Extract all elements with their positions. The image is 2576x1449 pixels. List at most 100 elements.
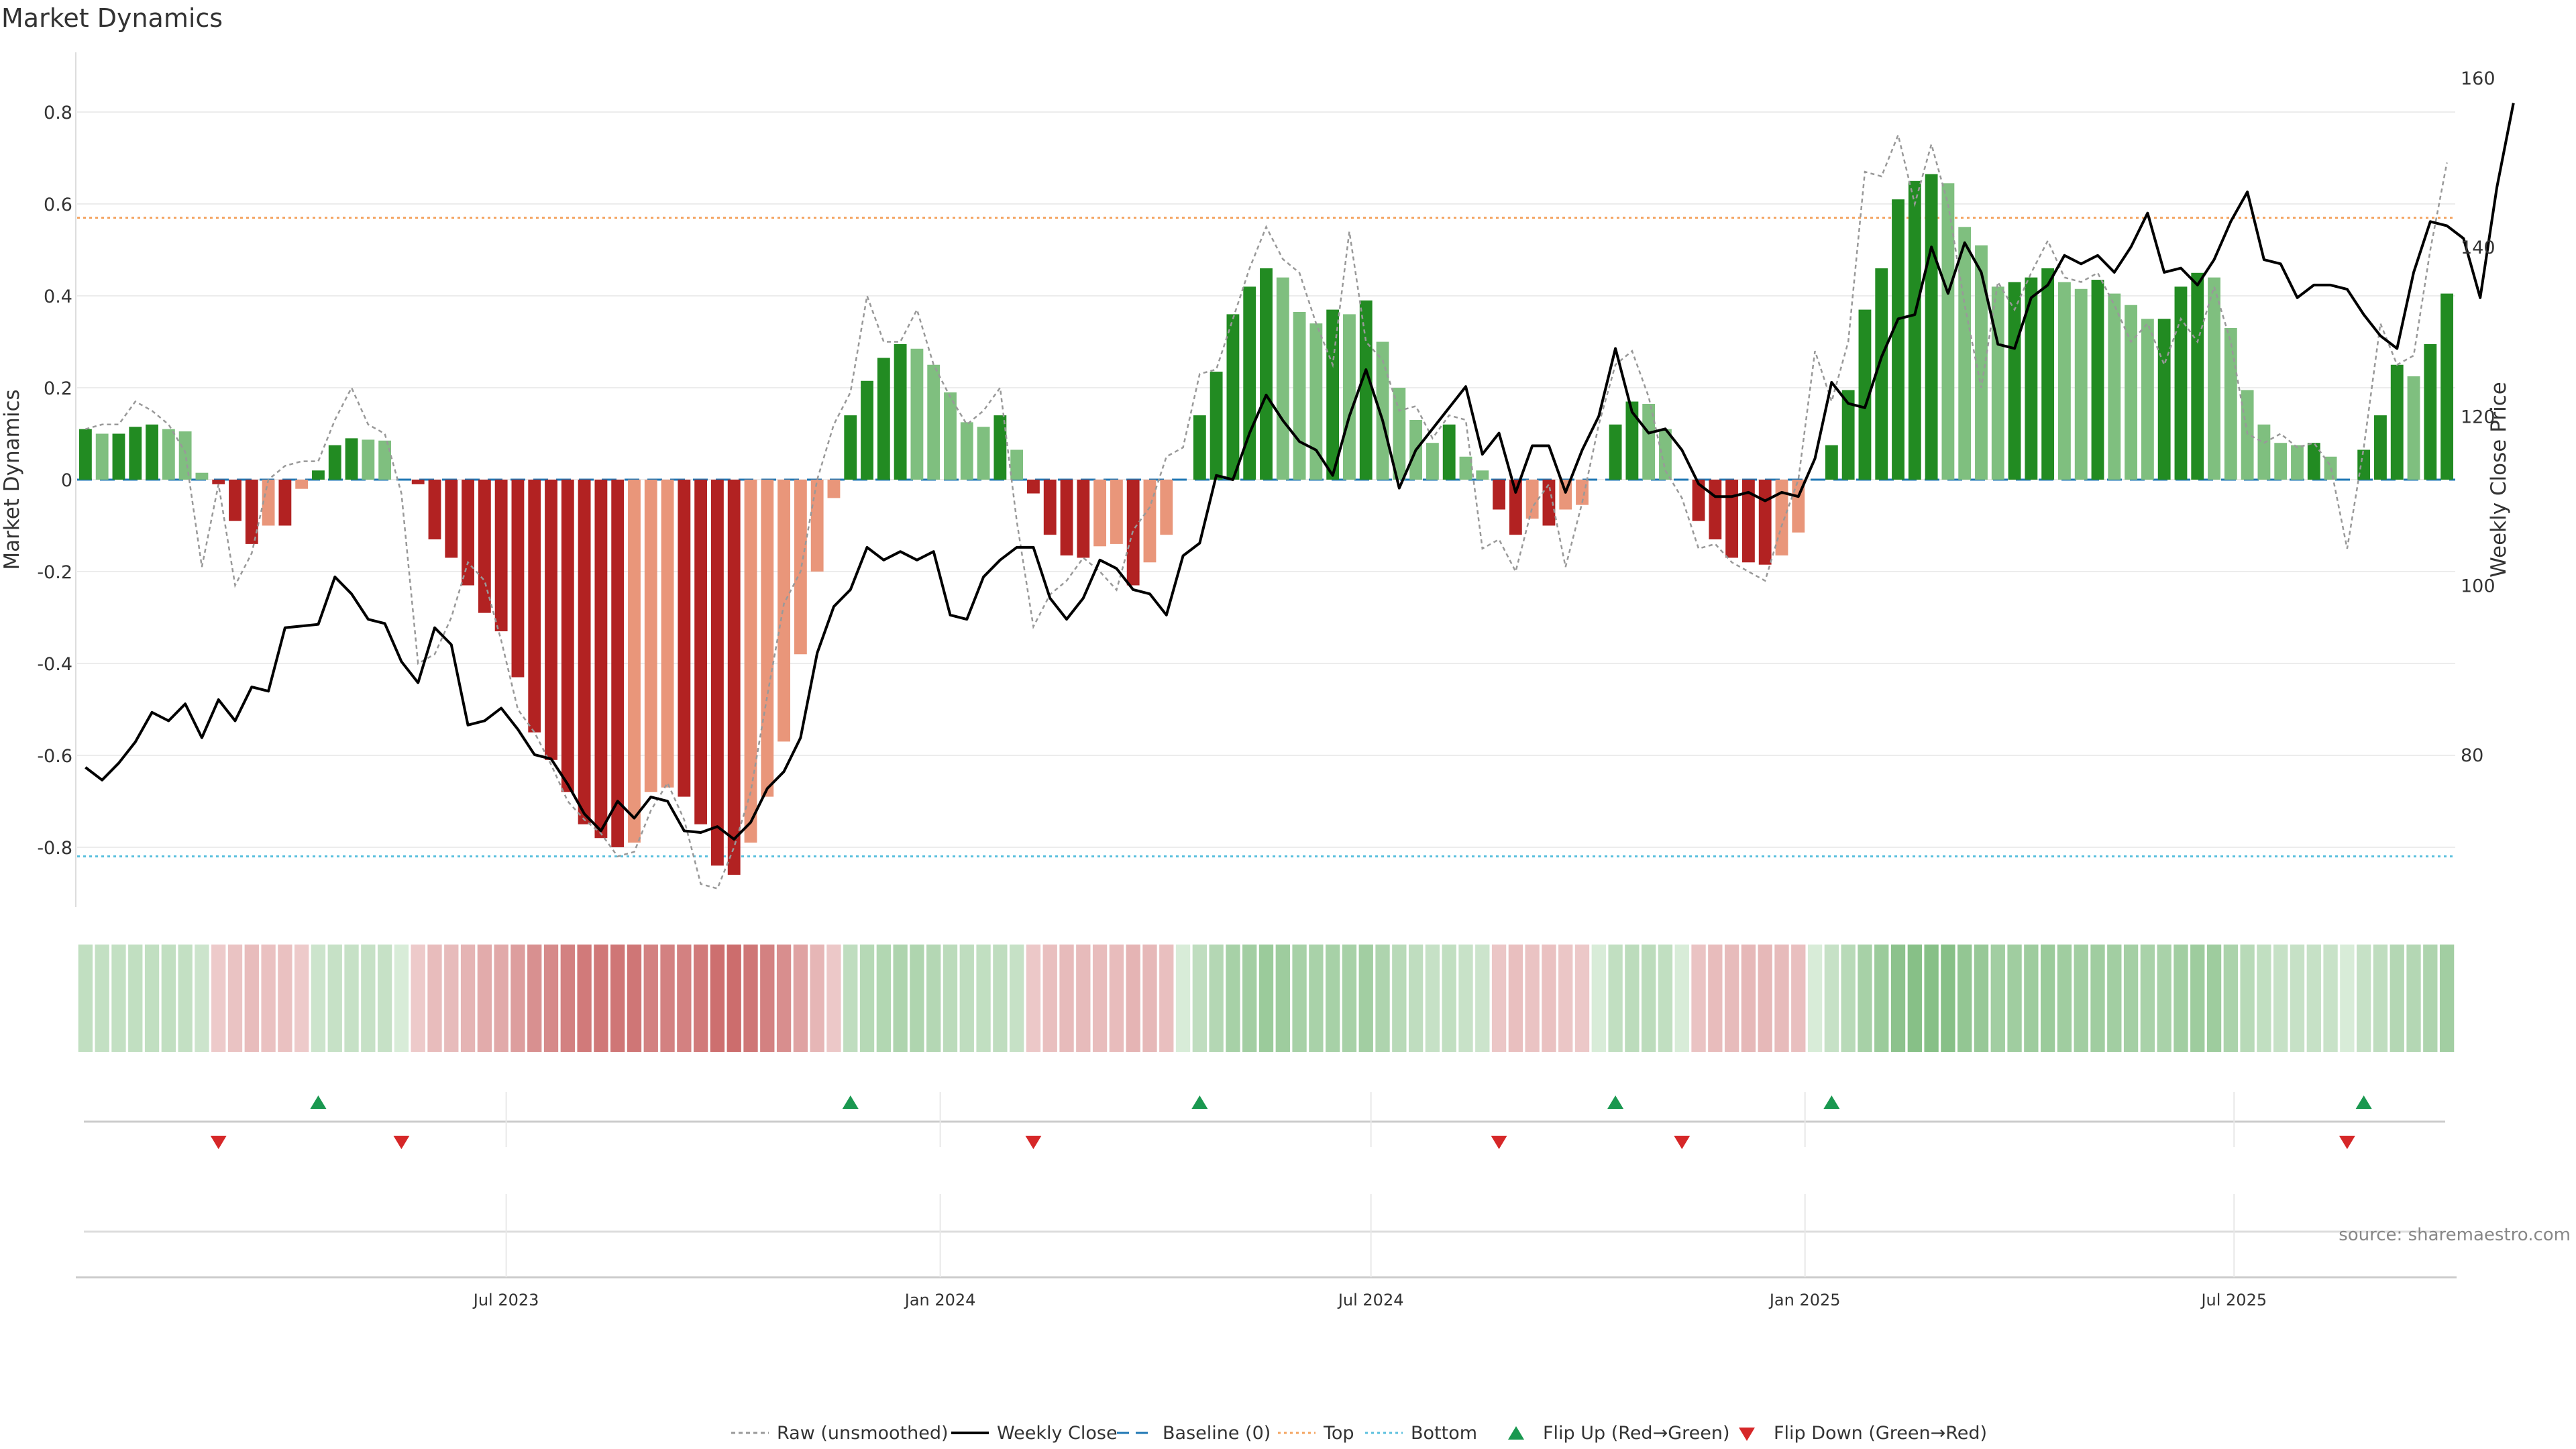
heat-cell: [1142, 945, 1157, 1052]
heat-cell: [527, 945, 542, 1052]
heat-cell: [2423, 945, 2438, 1052]
momentum-bar: [1243, 286, 1256, 480]
heat-cell: [261, 945, 276, 1052]
heat-cell: [1924, 945, 1939, 1052]
heat-cell: [2057, 945, 2072, 1052]
heat-cell: [344, 945, 359, 1052]
momentum-bar: [1226, 314, 1240, 480]
momentum-bar: [2407, 376, 2420, 480]
heat-cell: [1275, 945, 1290, 1052]
flip-down-marker: [393, 1136, 410, 1149]
heat-cell: [1059, 945, 1074, 1052]
momentum-bar: [678, 480, 691, 797]
x-tick-label: Jan 2025: [1768, 1291, 1841, 1309]
heat-cell: [1425, 945, 1440, 1052]
heat-cell: [1558, 945, 1573, 1052]
y2-tick-label: 140: [2461, 237, 2496, 258]
momentum-bar: [1609, 424, 1622, 480]
momentum-bar: [229, 480, 241, 521]
heat-cell: [776, 945, 792, 1052]
momentum-bar: [1525, 480, 1539, 519]
momentum-bar: [1692, 480, 1705, 521]
momentum-bar: [2157, 319, 2171, 480]
heat-cell: [411, 945, 425, 1052]
momentum-bar: [1493, 480, 1505, 510]
heat-cell: [843, 945, 858, 1052]
heat-cell: [460, 945, 476, 1052]
momentum-bar: [2357, 449, 2371, 480]
legend-label: Weekly Close: [997, 1423, 1118, 1444]
heat-cell: [760, 945, 775, 1052]
momentum-bar: [1426, 443, 1439, 480]
heat-cell: [244, 945, 259, 1052]
heat-cell: [976, 945, 991, 1052]
heat-cell: [1309, 945, 1324, 1052]
heat-cell: [1858, 945, 1872, 1052]
heat-cell: [327, 945, 342, 1052]
heat-cell: [859, 945, 875, 1052]
heat-cell: [2040, 945, 2055, 1052]
heat-cell: [693, 945, 708, 1052]
heat-cell: [1109, 945, 1124, 1052]
flip-up-marker: [842, 1095, 859, 1109]
weekly-close-line: [85, 103, 2515, 841]
momentum-bar: [1892, 199, 1904, 480]
legend-label: Flip Down (Green→Red): [1774, 1423, 1987, 1444]
momentum-bar: [162, 429, 175, 480]
momentum-bar: [245, 480, 258, 544]
momentum-bar: [178, 431, 192, 480]
momentum-bar: [1393, 388, 1406, 480]
momentum-bar: [545, 480, 557, 760]
y-tick-label: -0.6: [37, 746, 72, 767]
momentum-bars: [78, 174, 2454, 875]
heat-cell: [494, 945, 508, 1052]
momentum-bar: [1442, 424, 1456, 480]
momentum-bar: [628, 480, 641, 843]
heat-cell: [2206, 945, 2222, 1052]
heat-cell: [1042, 945, 1057, 1052]
momentum-bar: [1476, 470, 1489, 480]
flip-down-marker: [1491, 1136, 1507, 1149]
heat-cell: [876, 945, 891, 1052]
heat-cell: [1525, 945, 1540, 1052]
momentum-bar: [1941, 183, 1955, 480]
heat-cell: [1674, 945, 1689, 1052]
momentum-bar: [2291, 445, 2304, 480]
heat-cell: [943, 945, 958, 1052]
heat-cell: [444, 945, 459, 1052]
momentum-bar: [1010, 449, 1024, 480]
heat-cell: [195, 945, 209, 1052]
y2-tick-label: 100: [2461, 576, 2496, 597]
source-note: source: sharemaestro.com: [2339, 1225, 2571, 1245]
momentum-bar: [1143, 480, 1157, 563]
momentum-bar: [661, 480, 674, 788]
heat-cell: [511, 945, 525, 1052]
heat-cell: [2340, 945, 2355, 1052]
heat-cell: [2290, 945, 2305, 1052]
momentum-bar: [1858, 309, 1872, 480]
momentum-bar: [877, 358, 890, 480]
x-tick-label: Jul 2025: [2200, 1291, 2267, 1309]
heat-cell: [1574, 945, 1590, 1052]
momentum-bar: [644, 480, 657, 792]
heat-cell: [144, 945, 160, 1052]
momentum-bar: [1309, 323, 1323, 480]
momentum-bar: [694, 480, 708, 824]
flip-up-marker: [310, 1095, 327, 1109]
momentum-bar: [295, 480, 309, 489]
y-tick-label: 0.4: [44, 286, 72, 307]
heat-cell: [1874, 945, 1889, 1052]
chart-title: Market Dynamics: [1, 3, 223, 33]
heat-cell: [627, 945, 642, 1052]
heat-cell: [1209, 945, 1224, 1052]
heat-cell: [161, 945, 176, 1052]
heat-cell: [1242, 945, 1257, 1052]
heat-cell: [128, 945, 143, 1052]
momentum-bar: [1160, 480, 1173, 535]
momentum-bar: [727, 480, 741, 875]
heat-cell: [1192, 945, 1207, 1052]
heat-cell: [1175, 945, 1191, 1052]
momentum-bar: [810, 480, 824, 572]
heat-cell: [111, 945, 126, 1052]
heat-cell: [1642, 945, 1656, 1052]
